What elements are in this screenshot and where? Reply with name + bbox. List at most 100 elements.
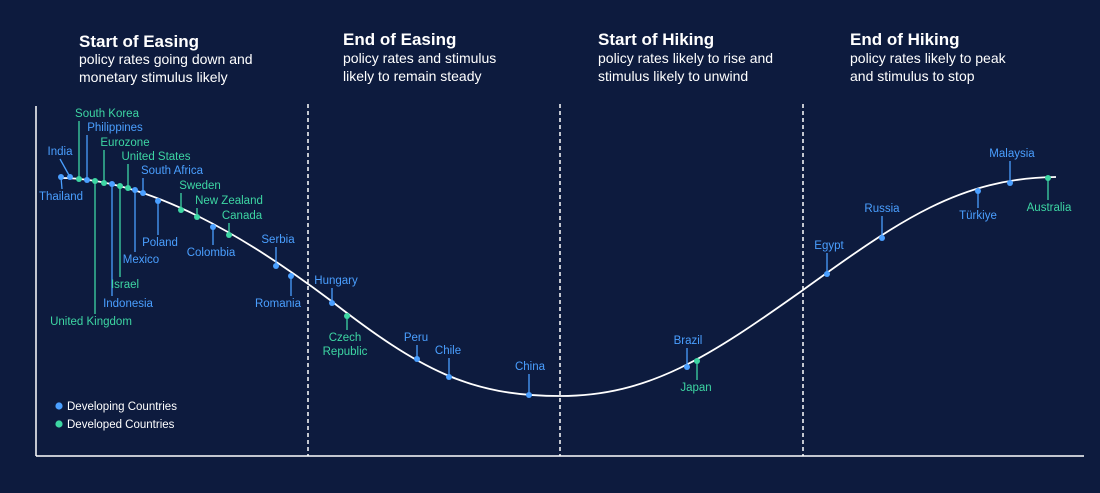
legend-developing-label: Developing Countries <box>67 401 177 413</box>
country-indonesia: Indonesia <box>103 181 154 310</box>
country-point <box>824 271 830 277</box>
country-point <box>288 273 294 279</box>
country-point <box>694 358 700 364</box>
country-colombia: Colombia <box>187 224 236 259</box>
country-philippines: Philippines <box>84 122 143 183</box>
country-label: Philippines <box>87 122 143 134</box>
country-label: New Zealand <box>195 195 263 207</box>
country-label: Serbia <box>261 234 295 246</box>
country-label: Australia <box>1027 202 1072 214</box>
phase-description: monetary stimulus likely <box>79 69 228 85</box>
country-label: Canada <box>222 210 263 222</box>
country-label: Sweden <box>179 180 221 192</box>
cycle-curve <box>59 176 1057 397</box>
country-label-line2: Republic <box>323 346 368 358</box>
country-south-korea: South Korea <box>75 108 140 182</box>
country-point <box>210 224 216 230</box>
country-poland: Poland <box>142 198 178 249</box>
country-romania: Romania <box>255 273 302 310</box>
country-canada: Canada <box>222 210 263 238</box>
country-united-kingdom: United Kingdom <box>50 178 132 328</box>
country-australia: Australia <box>1027 175 1072 214</box>
country-point <box>109 181 115 187</box>
country-point <box>329 300 335 306</box>
country-point <box>344 313 350 319</box>
country-label: South Korea <box>75 108 140 120</box>
country-point <box>101 180 107 186</box>
country-t-rkiye: Türkiye <box>959 188 997 222</box>
country-point <box>273 263 279 269</box>
country-point <box>76 176 82 182</box>
country-point <box>178 207 184 213</box>
phase-title: Start of Easing <box>79 32 199 51</box>
country-label: Eurozone <box>100 137 149 149</box>
legend-developing-dot <box>55 402 63 410</box>
country-label: Hungary <box>314 275 358 287</box>
phase-description: policy rates going down and <box>79 51 253 67</box>
country-brazil: Brazil <box>674 335 703 370</box>
country-czech-republic: Czech Republic <box>323 313 368 358</box>
country-label: India <box>48 146 74 158</box>
country-new-zealand: New Zealand <box>194 195 263 220</box>
phase-description: policy rates likely to peak <box>850 50 1007 66</box>
legend-developed-dot <box>55 420 63 428</box>
country-point <box>526 392 532 398</box>
phase-description: and stimulus to stop <box>850 68 975 84</box>
country-point <box>140 190 146 196</box>
country-label: Peru <box>404 332 428 344</box>
country-label: Colombia <box>187 247 236 259</box>
phase-description: policy rates and stimulus <box>343 50 496 66</box>
country-label: Mexico <box>123 254 159 266</box>
country-label: Czech <box>329 332 362 344</box>
country-point <box>446 374 452 380</box>
phase-title: End of Hiking <box>850 30 960 49</box>
phase-description: likely to remain steady <box>343 68 482 84</box>
country-point <box>879 235 885 241</box>
country-point <box>1045 175 1051 181</box>
country-point <box>67 174 73 180</box>
country-point <box>132 187 138 193</box>
country-point <box>226 232 232 238</box>
country-point <box>92 178 98 184</box>
country-china: China <box>515 361 546 398</box>
leader-line <box>59 158 71 178</box>
country-india: India <box>48 146 74 180</box>
country-label: United Kingdom <box>50 316 132 328</box>
phase-title: End of Easing <box>343 30 456 49</box>
country-point <box>684 364 690 370</box>
country-point <box>155 198 161 204</box>
country-markers: Thailand India South Korea Philippines Unite… <box>39 108 1072 398</box>
country-label: Chile <box>435 345 461 357</box>
country-label: Israel <box>111 279 139 291</box>
phase-description: stimulus likely to unwind <box>598 68 748 84</box>
country-label: Japan <box>680 382 711 394</box>
country-point <box>117 183 123 189</box>
country-japan: Japan <box>680 358 712 394</box>
country-label: Thailand <box>39 191 83 203</box>
phase-title: Start of Hiking <box>598 30 714 49</box>
country-point <box>58 174 64 180</box>
country-label: Indonesia <box>103 298 153 310</box>
country-malaysia: Malaysia <box>989 148 1035 186</box>
phase-start-of-easing: Start of Easing policy rates going down … <box>79 32 253 85</box>
country-israel: Israel <box>111 183 139 291</box>
country-label: Türkiye <box>959 210 997 222</box>
country-label: Egypt <box>814 240 844 252</box>
country-point <box>414 356 420 362</box>
country-point <box>194 214 200 220</box>
country-peru: Peru <box>404 332 428 362</box>
country-label: United States <box>121 151 190 163</box>
country-point <box>1007 180 1013 186</box>
country-thailand: Thailand <box>39 174 83 203</box>
country-eurozone: Eurozone <box>100 137 150 186</box>
phase-start-of-hiking: Start of Hiking policy rates likely to r… <box>598 30 773 84</box>
country-label: Brazil <box>674 335 703 347</box>
country-label: Malaysia <box>989 148 1035 160</box>
phase-end-of-easing: End of Easing policy rates and stimulus … <box>343 30 496 84</box>
country-label: Poland <box>142 237 178 249</box>
country-label: Russia <box>864 203 900 215</box>
country-serbia: Serbia <box>261 234 295 269</box>
country-point <box>975 188 981 194</box>
